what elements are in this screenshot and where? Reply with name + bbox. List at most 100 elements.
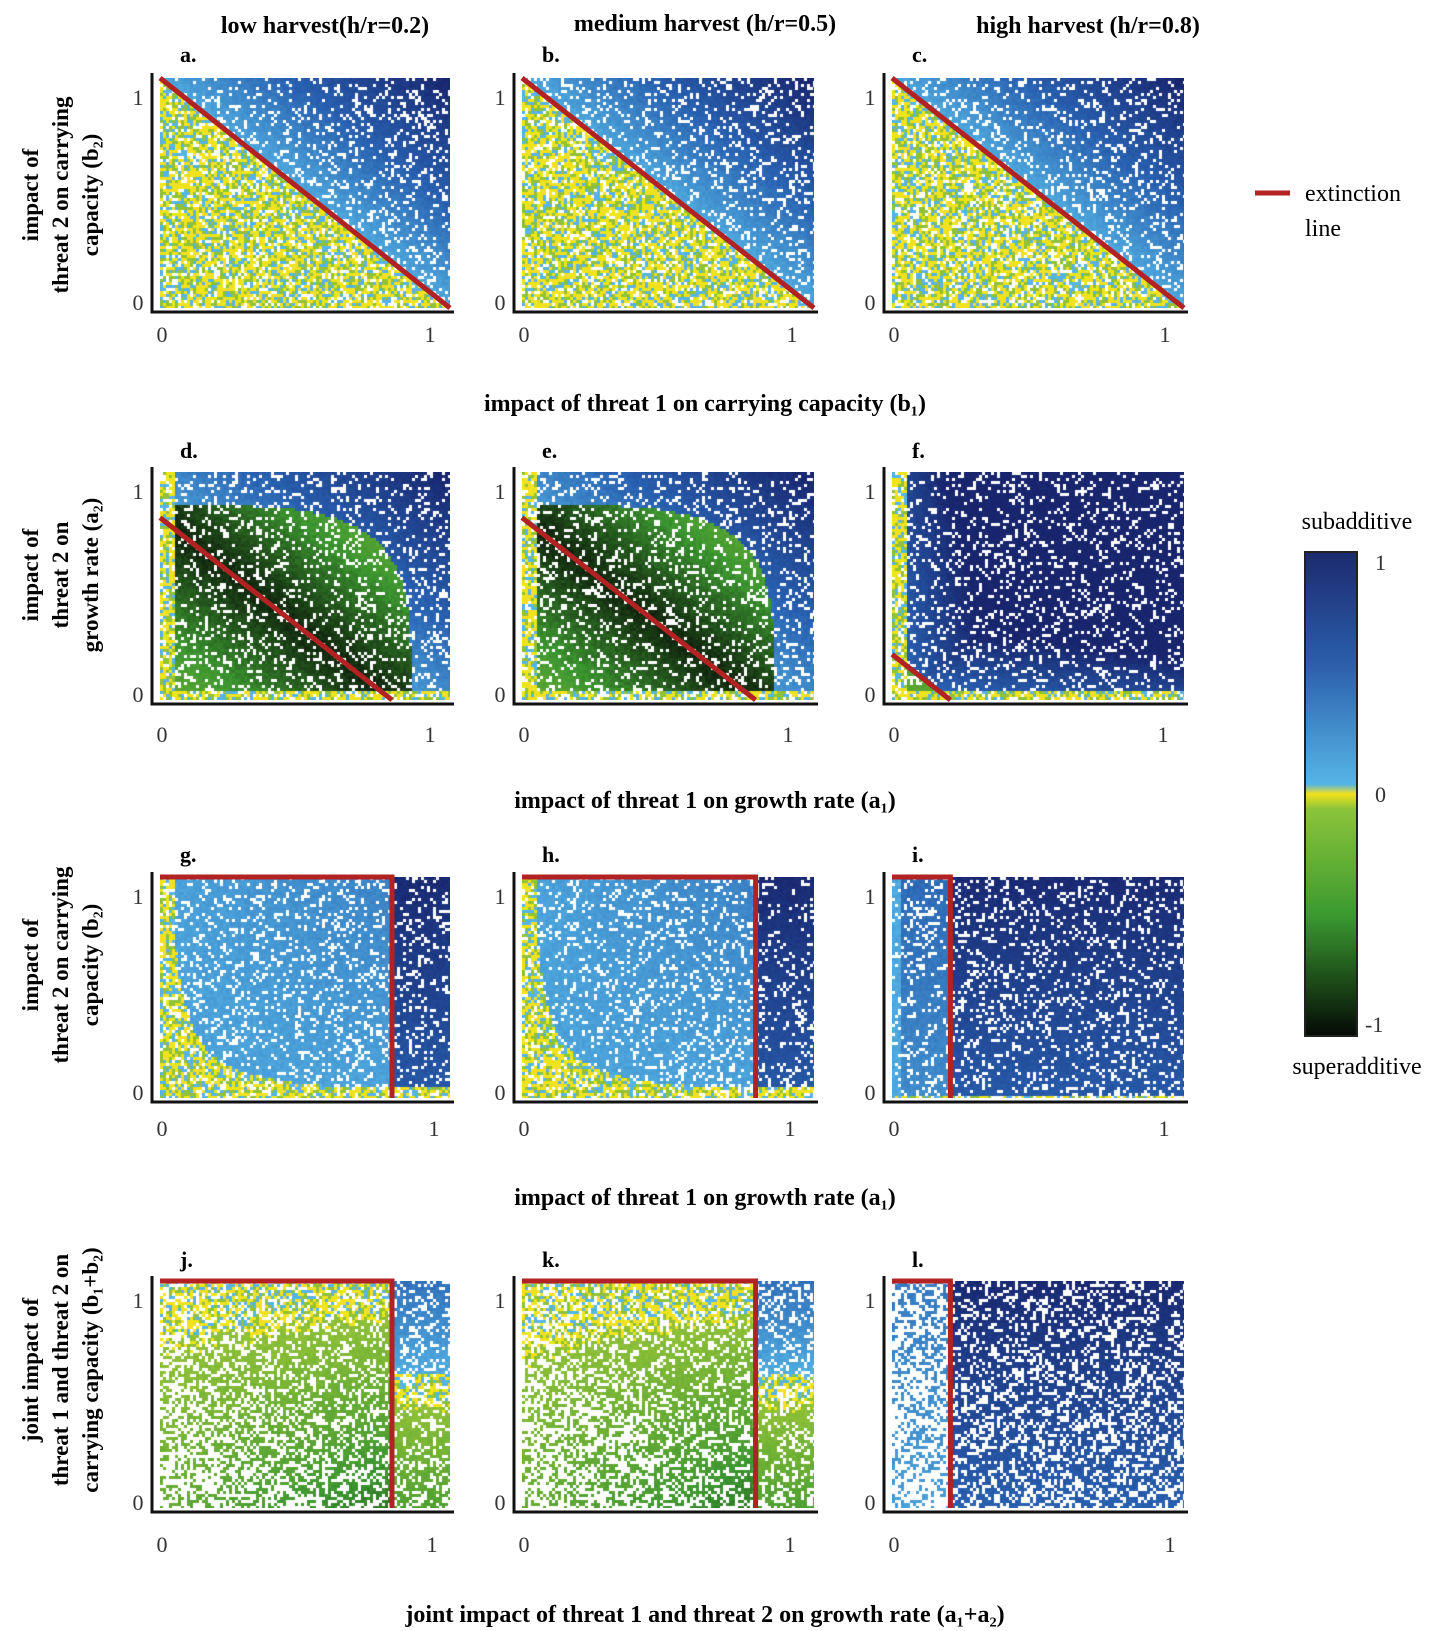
axes-g [150,872,454,1104]
row1-xlabel: impact of threat 1 on carrying capacity … [484,391,926,417]
xtick-0-k: 0 [519,1532,530,1557]
xtick-0-l: 0 [889,1532,900,1557]
heatmap-d [160,472,450,700]
xtick-0-f: 0 [889,722,900,747]
xtick-0-a: 0 [157,322,168,347]
panels: 0 1 0 1 a. 0 1 0 1 b. 0 1 0 1 c. 0 1 0 1 d. 0 1 0 1 e. 0 1 0 1 f. 0 1 0 1… [133,42,1188,1557]
ytick-1-b: 1 [495,85,506,110]
colorbar-gradient [1304,551,1358,1037]
xtick-1-f: 1 [1158,722,1169,747]
extinction-legend-line1: extinction [1305,181,1401,207]
ytick-1-i: 1 [865,884,876,909]
panel-label-h: h. [542,842,560,867]
ytick-1-c: 1 [865,85,876,110]
extinction-line-j [160,1278,395,1508]
ytick-0-d: 0 [133,682,144,707]
ytick-1-d: 1 [133,479,144,504]
extinction-line-k [522,1278,759,1508]
extinction-line-a [158,76,452,310]
axes-c [882,73,1188,314]
column-title-low: low harvest(h/r=0.2) [221,13,429,39]
heatmap-g [160,877,450,1098]
heatmap-k [522,1281,814,1508]
ytick-1-h: 1 [495,884,506,909]
ytick-1-l: 1 [865,1288,876,1313]
panel-a: 0 1 0 1 a. [133,42,454,347]
row3-ylabel-line1: impact of [18,918,43,1011]
axes-a [150,73,454,314]
axes-f [882,467,1188,706]
axes-h [512,872,818,1104]
xtick-0-d: 0 [157,722,168,747]
xtick-1-i: 1 [1159,1116,1170,1141]
xtick-1-l: 1 [1165,1532,1176,1557]
row4-ylabel-line3: carrying capacity (b₁+b₂) [78,1247,103,1492]
row3-ylabel-line2: threat 2 on carrying [48,866,73,1063]
panel-label-g: g. [180,842,197,867]
colorbar: subadditive 1 0 -1 superadditive [1292,509,1421,1080]
panel-label-b: b. [542,42,560,67]
heatmap-j [160,1281,450,1508]
colorbar-top-label: subadditive [1302,509,1413,535]
row1-ylabel-line2: threat 2 on carrying [48,96,73,293]
ytick-1-j: 1 [133,1288,144,1313]
extinction-line-e [520,515,758,702]
row2-ylabel-line1: impact of [18,528,43,621]
panel-l: 0 1 0 1 l. [865,1247,1188,1557]
row3-ylabel: impact of threat 2 on carrying capacity … [18,866,103,1063]
heatmap-f [892,472,1184,700]
row2-xlabel: impact of threat 1 on growth rate (a₁) [514,788,896,814]
axes-e [512,467,818,706]
panel-i: 0 1 0 1 i. [865,842,1188,1141]
panel-label-c: c. [912,42,927,67]
ytick-0-a: 0 [133,290,144,315]
column-title-medium: medium harvest (h/r=0.5) [574,11,836,37]
xtick-0-i: 0 [889,1116,900,1141]
axes-d [150,467,454,706]
xtick-1-b: 1 [787,322,798,347]
panel-e: 0 1 0 1 e. [495,438,818,747]
extinction-line-h [522,874,759,1098]
ytick-1-g: 1 [133,884,144,909]
ytick-0-e: 0 [495,682,506,707]
xtick-1-e: 1 [783,722,794,747]
panel-label-j: j. [179,1247,193,1272]
panel-k: 0 1 0 1 k. [495,1247,818,1557]
row1-ylabel-line3: capacity (b₂) [78,134,103,257]
panel-h: 0 1 0 1 h. [495,842,818,1141]
ytick-1-e: 1 [495,479,506,504]
xtick-0-g: 0 [157,1116,168,1141]
colorbar-tick-zero: 0 [1375,782,1386,807]
heatmap-e [522,472,814,700]
panel-j: 0 1 0 1 j. [133,1247,454,1557]
extinction-line-g [160,874,395,1098]
row3-ylabel-line3: capacity (b₂) [78,904,103,1027]
ytick-0-b: 0 [495,290,506,315]
xtick-0-e: 0 [519,722,530,747]
ytick-0-i: 0 [865,1080,876,1105]
panel-label-k: k. [542,1247,560,1272]
axes-b [512,73,818,314]
axes-j [150,1276,454,1514]
ytick-0-g: 0 [133,1080,144,1105]
xtick-0-c: 0 [889,322,900,347]
extinction-line-c [890,76,1186,310]
extinction-line-b [520,76,816,310]
row2-ylabel: impact of threat 2 on growth rate (a₂) [18,498,103,653]
heatmap-i [892,877,1184,1098]
extinction-line-l [892,1278,953,1508]
ytick-1-k: 1 [495,1288,506,1313]
panel-f: 0 1 0 1 f. [865,438,1188,747]
row1-ylabel: impact of threat 2 on carrying capacity … [18,96,103,293]
panel-d: 0 1 0 1 d. [133,438,454,747]
xtick-1-d: 1 [425,722,436,747]
colorbar-tick-bottom: -1 [1365,1012,1383,1037]
panel-b: 0 1 0 1 b. [495,42,818,347]
xtick-1-a: 1 [425,322,436,347]
colorbar-tick-top: 1 [1375,550,1386,575]
xtick-1-c: 1 [1160,322,1171,347]
row1-ylabel-line1: impact of [18,148,43,241]
ytick-0-f: 0 [865,682,876,707]
panel-label-i: i. [912,842,924,867]
